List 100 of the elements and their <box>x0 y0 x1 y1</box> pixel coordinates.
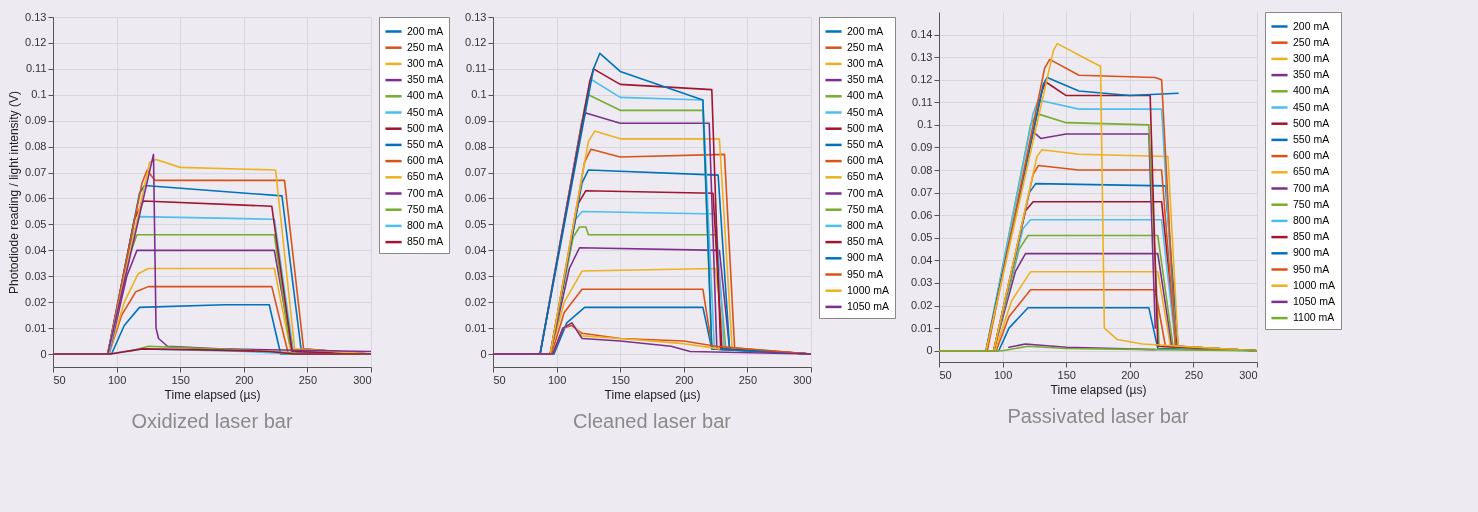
x-tick-label: 150 <box>1057 368 1076 381</box>
y-tick-label: 0.04 <box>465 243 487 256</box>
x-axis-title: Time elapsed (µs) <box>604 387 701 402</box>
legend-label: 250 mA <box>847 40 884 53</box>
legend-label: 500 mA <box>1293 116 1330 129</box>
legend-label: 250 mA <box>1293 35 1330 48</box>
y-tick-label: 0.08 <box>465 140 487 153</box>
legend-label: 500 mA <box>407 121 444 134</box>
legend-label: 200 mA <box>1293 19 1330 32</box>
legend-label: 500 mA <box>847 121 884 134</box>
x-tick-label: 100 <box>547 373 567 386</box>
legend-label: 600 mA <box>407 154 444 167</box>
legend-label: 350 mA <box>407 73 444 86</box>
legend-label: 1050 mA <box>1293 294 1336 307</box>
x-tick-label: 200 <box>1121 368 1140 381</box>
x-tick-label: 300 <box>1239 368 1258 381</box>
legend-label: 950 mA <box>847 267 884 280</box>
y-tick-label: 0.1 <box>31 88 47 101</box>
x-axis-title: Time elapsed (µs) <box>164 387 261 402</box>
legend-label: 300 mA <box>1293 51 1330 64</box>
y-tick-label: 0.04 <box>911 253 933 266</box>
legend-label: 800 mA <box>407 218 444 231</box>
y-tick-label: 0.03 <box>465 269 487 282</box>
y-tick-label: 0 <box>926 344 933 357</box>
y-tick-label: 0.01 <box>911 321 933 334</box>
legend-label: 900 mA <box>847 251 884 264</box>
x-tick-label: 100 <box>993 368 1013 381</box>
y-tick-label: 0.07 <box>911 186 933 199</box>
legend-label: 650 mA <box>407 170 444 183</box>
legend-label: 1100 mA <box>1293 311 1335 324</box>
y-tick-label: 0.13 <box>25 10 47 23</box>
y-tick-label: 0.04 <box>25 243 47 256</box>
legend-label: 850 mA <box>1293 230 1330 243</box>
y-tick-label: 0.02 <box>465 295 487 308</box>
legend-label: 600 mA <box>847 154 884 167</box>
x-tick-label: 250 <box>1184 368 1204 381</box>
y-tick-label: 0.11 <box>25 62 47 75</box>
x-tick-label: 100 <box>107 373 127 386</box>
y-tick-label: 0.12 <box>25 36 47 49</box>
legend-label: 850 mA <box>847 235 884 248</box>
y-tick-label: 0.03 <box>25 269 47 282</box>
legend-label: 550 mA <box>407 137 444 150</box>
legend-label: 300 mA <box>407 56 444 69</box>
x-tick-label: 50 <box>939 368 952 381</box>
y-axis-title: Photodiode reading / light intensity (V) <box>7 91 22 294</box>
text: Oxidized laser bar <box>131 410 293 432</box>
y-tick-label: 0 <box>480 347 487 360</box>
y-tick-label: 0.11 <box>465 62 487 75</box>
y-tick-label: 0.09 <box>911 140 933 153</box>
x-tick-label: 250 <box>738 373 758 386</box>
x-tick-label: 250 <box>298 373 318 386</box>
y-tick-label: 0.05 <box>465 217 487 230</box>
x-tick-label: 200 <box>235 373 254 386</box>
y-tick-label: 0.01 <box>465 321 487 334</box>
legend-label: 400 mA <box>407 89 444 102</box>
y-tick-label: 0.07 <box>465 166 487 179</box>
legend-label: 750 mA <box>407 202 444 215</box>
y-tick-label: 0.11 <box>911 95 933 108</box>
legend-label: 350 mA <box>1293 68 1330 81</box>
legend-label: 1000 mA <box>847 283 890 296</box>
legend-label: 850 mA <box>407 235 444 248</box>
x-tick-label: 50 <box>493 373 506 386</box>
legend-label: 750 mA <box>1293 197 1330 210</box>
text: Passivated laser bar <box>1007 405 1189 427</box>
y-tick-label: 0.05 <box>911 231 933 244</box>
x-tick-label: 50 <box>53 373 66 386</box>
legend-label: 450 mA <box>407 105 444 118</box>
x-tick-label: 300 <box>793 373 812 386</box>
y-tick-label: 0.06 <box>911 208 933 221</box>
legend-label: 450 mA <box>847 105 884 118</box>
y-tick-label: 0.01 <box>25 321 47 334</box>
legend-label: 400 mA <box>847 89 884 102</box>
legend-label: 550 mA <box>847 137 884 150</box>
legend-label: 750 mA <box>847 202 884 215</box>
legend-label: 800 mA <box>847 218 884 231</box>
y-tick-label: 0.02 <box>911 299 933 312</box>
x-tick-label: 150 <box>611 373 630 386</box>
legend-label: 550 mA <box>1293 132 1330 145</box>
y-tick-label: 0.08 <box>911 163 933 176</box>
legend-label: 1050 mA <box>847 299 890 312</box>
y-tick-label: 0.12 <box>465 36 487 49</box>
legend-label: 800 mA <box>1293 213 1330 226</box>
x-axis-title: Time elapsed (µs) <box>1050 382 1147 397</box>
legend-label: 700 mA <box>1293 181 1330 194</box>
y-tick-label: 0.06 <box>465 191 487 204</box>
y-tick-label: 0.14 <box>911 28 933 41</box>
y-tick-label: 0.13 <box>465 10 487 23</box>
legend-label: 650 mA <box>1293 165 1330 178</box>
x-tick-label: 300 <box>353 373 372 386</box>
y-tick-label: 0.12 <box>911 73 933 86</box>
x-tick-label: 150 <box>171 373 190 386</box>
y-tick-label: 0.08 <box>25 140 47 153</box>
legend-label: 950 mA <box>1293 262 1330 275</box>
y-tick-label: 0 <box>40 347 47 360</box>
y-tick-label: 0.1 <box>917 118 933 131</box>
legend-label: 200 mA <box>407 24 444 37</box>
y-tick-label: 0.13 <box>911 50 933 63</box>
y-tick-label: 0.02 <box>25 295 47 308</box>
legend-label: 450 mA <box>1293 100 1330 113</box>
legend-label: 600 mA <box>1293 149 1330 162</box>
